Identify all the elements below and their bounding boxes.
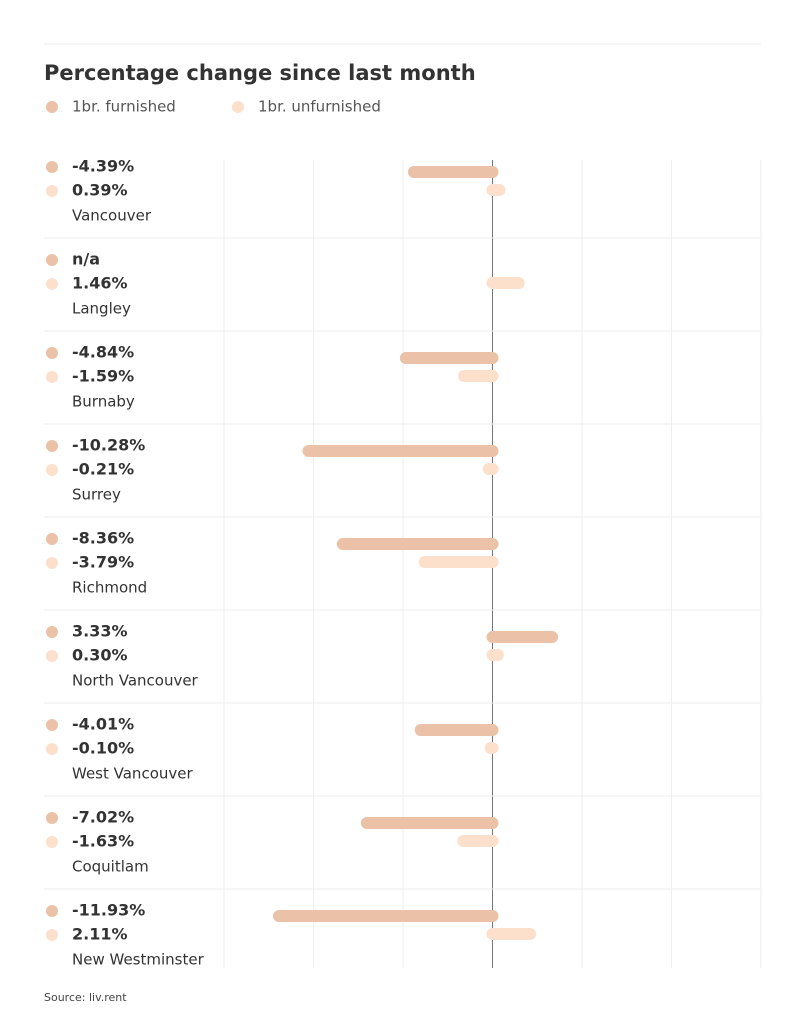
legend-dot [46,650,58,662]
category-label: Burnaby [72,393,135,411]
category-label: Coquitlam [72,858,149,876]
chart-title: Percentage change since last month [44,61,476,85]
bar [457,835,499,847]
value-label: -1.63% [72,832,134,851]
value-label: -7.02% [72,808,134,827]
bar [399,352,499,364]
legend-swatch [232,101,244,113]
bar [336,538,499,550]
category-label: Surrey [72,486,121,504]
value-label: -8.36% [72,529,134,548]
bar [484,742,499,754]
legend-dot [46,557,58,569]
bar [486,631,559,643]
bar [414,724,499,736]
value-label: 0.39% [72,181,128,200]
value-label: 1.46% [72,274,128,293]
bar [302,445,499,457]
legend-dot [46,440,58,452]
value-label: n/a [72,250,100,269]
value-label: 2.11% [72,925,128,944]
legend-dot [46,278,58,290]
legend-dot [46,743,58,755]
bar [482,463,499,475]
bar [486,649,504,661]
value-label: -10.28% [72,436,145,455]
bar [418,556,499,568]
bar [407,166,499,178]
category-label: New Westminster [72,951,205,969]
value-label: -4.39% [72,157,134,176]
value-label: -11.93% [72,901,145,920]
bar [486,277,525,289]
value-label: -4.01% [72,715,134,734]
category-label: North Vancouver [72,672,199,690]
legend-label: 1br. unfurnished [258,98,381,116]
legend-dot [46,185,58,197]
bar [272,910,499,922]
legend-dot [46,347,58,359]
legend-dot [46,929,58,941]
legend-dot [46,254,58,266]
legend-dot [46,371,58,383]
category-label: Richmond [72,579,147,597]
legend-label: 1br. furnished [72,98,176,116]
value-label: -1.59% [72,367,134,386]
legend-dot [46,533,58,545]
category-label: Vancouver [72,207,152,225]
legend-dot [46,812,58,824]
legend-dot [46,719,58,731]
bar [360,817,499,829]
category-label: Langley [72,300,131,318]
value-label: -3.79% [72,553,134,572]
legend-dot [46,836,58,848]
legend-swatch [46,101,58,113]
legend-dot [46,626,58,638]
legend-dot [46,905,58,917]
category-label: West Vancouver [72,765,193,783]
bar [486,928,537,940]
bar [458,370,499,382]
value-label: -0.10% [72,739,134,758]
source: Source: liv.rent [44,991,127,1004]
value-label: -4.84% [72,343,134,362]
value-label: -0.21% [72,460,134,479]
legend-dot [46,161,58,173]
bar [486,184,506,196]
value-label: 3.33% [72,622,128,641]
value-label: 0.30% [72,646,128,665]
legend-dot [46,464,58,476]
